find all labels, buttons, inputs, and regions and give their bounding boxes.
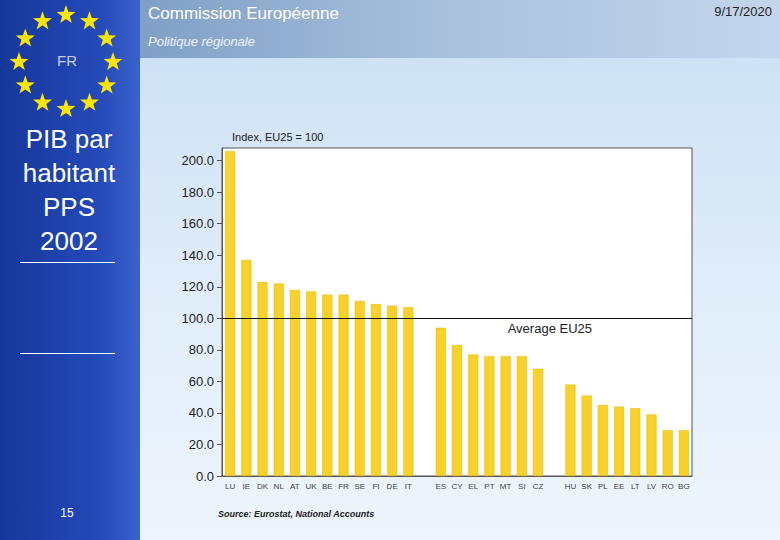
svg-text:Average EU25: Average EU25 bbox=[508, 321, 592, 336]
html-text:Politique régionale: Politique régionale bbox=[148, 34, 255, 49]
svg-text:MT: MT bbox=[500, 482, 512, 491]
svg-text:EL: EL bbox=[468, 482, 478, 491]
svg-text:BG: BG bbox=[678, 482, 690, 491]
svg-text:HU: HU bbox=[565, 482, 577, 491]
html-text:Commission Européenne: Commission Européenne bbox=[148, 4, 339, 23]
svg-text:DE: DE bbox=[387, 482, 398, 491]
svg-text:NL: NL bbox=[274, 482, 285, 491]
svg-text:20.0: 20.0 bbox=[189, 437, 214, 452]
svg-text:Index, EU25 = 100: Index, EU25 = 100 bbox=[232, 131, 323, 143]
svg-text:LU: LU bbox=[225, 482, 235, 491]
svg-text:RO: RO bbox=[662, 482, 674, 491]
svg-text:40.0: 40.0 bbox=[189, 405, 214, 420]
html-text:15: 15 bbox=[60, 506, 74, 520]
html-text:2002: 2002 bbox=[40, 226, 98, 256]
svg-text:FR: FR bbox=[338, 482, 349, 491]
svg-text:60.0: 60.0 bbox=[189, 374, 214, 389]
html-text:habitant: habitant bbox=[22, 158, 116, 188]
svg-text:120.0: 120.0 bbox=[181, 279, 214, 294]
svg-text:FI: FI bbox=[372, 482, 379, 491]
svg-text:IE: IE bbox=[243, 482, 251, 491]
svg-text:160.0: 160.0 bbox=[181, 216, 214, 231]
svg-text:CY: CY bbox=[451, 482, 463, 491]
svg-text:SE: SE bbox=[354, 482, 365, 491]
svg-text:CZ: CZ bbox=[533, 482, 544, 491]
svg-text:ES: ES bbox=[435, 482, 446, 491]
html-text:PIB par: PIB par bbox=[25, 124, 113, 154]
svg-text:140.0: 140.0 bbox=[181, 248, 214, 263]
svg-text:BE: BE bbox=[322, 482, 333, 491]
html-text:FR: FR bbox=[57, 52, 77, 69]
svg-text:SI: SI bbox=[518, 482, 526, 491]
svg-text:0.0: 0.0 bbox=[196, 469, 214, 484]
html-text:PPS: PPS bbox=[43, 192, 95, 222]
svg-text:EE: EE bbox=[614, 482, 625, 491]
svg-text:SK: SK bbox=[581, 482, 592, 491]
svg-text:UK: UK bbox=[306, 482, 318, 491]
svg-text:DK: DK bbox=[257, 482, 269, 491]
html-text:9/17/2020: 9/17/2020 bbox=[714, 4, 772, 19]
svg-text:AT: AT bbox=[290, 482, 300, 491]
svg-text:LV: LV bbox=[647, 482, 657, 491]
svg-text:IT: IT bbox=[405, 482, 412, 491]
svg-text:PL: PL bbox=[598, 482, 608, 491]
svg-text:100.0: 100.0 bbox=[181, 311, 214, 326]
svg-text:180.0: 180.0 bbox=[181, 185, 214, 200]
svg-text:Source: Eurostat, National Acc: Source: Eurostat, National Accounts bbox=[218, 509, 374, 519]
svg-text:200.0: 200.0 bbox=[181, 153, 214, 168]
svg-text:80.0: 80.0 bbox=[189, 342, 214, 357]
svg-text:LT: LT bbox=[631, 482, 640, 491]
svg-text:PT: PT bbox=[484, 482, 494, 491]
